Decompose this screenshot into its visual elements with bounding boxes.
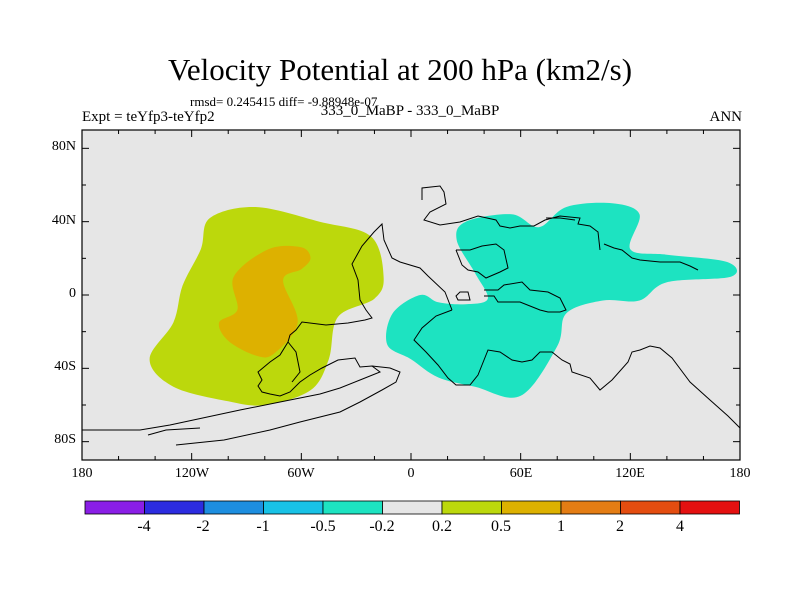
colorbar-swatch [501, 500, 562, 515]
colorbar-label: 1 [557, 518, 565, 535]
plot-title: Velocity Potential at 200 hPa (km2/s) [167, 52, 633, 87]
colorbar-swatch [322, 500, 383, 515]
lon-label: 180 [729, 466, 751, 481]
colorbar-swatch [144, 500, 205, 515]
colorbar-label: -4 [137, 518, 151, 535]
colorbar [84, 500, 740, 515]
case-label: 333_0_MaBP - 333_0_MaBP [320, 103, 500, 119]
lat-label: 0 [69, 286, 76, 301]
colorbar-label: 2 [616, 518, 624, 535]
lon-label: 120W [174, 466, 210, 481]
lon-label: 120E [615, 466, 645, 481]
colorbar-label: 0.2 [432, 518, 452, 535]
colorbar-label: 0.5 [491, 518, 511, 535]
colorbar-swatch [441, 500, 502, 515]
coastlines [82, 185, 741, 446]
lat-label: 40N [51, 213, 76, 228]
colorbar-swatch [679, 500, 740, 515]
lon-label: 60W [287, 466, 315, 481]
colorbar-label: -1 [256, 518, 270, 535]
colorbar-label: 4 [676, 518, 684, 535]
lon-label: 0 [407, 466, 415, 481]
rmsd-diff-subtitle: rmsd= 0.245415 diff= -9.88948e-07 [190, 94, 378, 109]
colorbar-swatch [263, 500, 324, 515]
colorbar-swatch [84, 500, 145, 515]
lat-label: 80N [51, 139, 76, 154]
lat-label: 80S [54, 432, 76, 447]
colorbar-swatch [203, 500, 264, 515]
season-label: ANN [709, 109, 743, 125]
colorbar-label: -0.2 [369, 518, 395, 535]
colorbar-swatch [382, 500, 443, 515]
axis-ticks [81, 130, 741, 460]
lon-label: 60E [509, 466, 533, 481]
colorbar-label: -0.5 [310, 518, 336, 535]
lat-label: 40S [54, 359, 76, 374]
colorbar-label: -2 [196, 518, 210, 535]
colorbar-swatch [620, 500, 681, 515]
positive-core-region [218, 245, 311, 358]
experiment-label: Expt = teYfp3-teYfp2 [82, 109, 215, 125]
colorbar-swatch [560, 500, 621, 515]
lon-label: 180 [71, 466, 93, 481]
